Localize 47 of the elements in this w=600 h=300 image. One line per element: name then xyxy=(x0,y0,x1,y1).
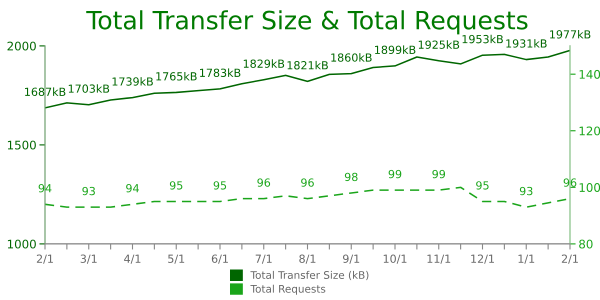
y-tick-label: 2000 xyxy=(7,42,36,51)
data-label: 93 xyxy=(82,186,95,196)
data-label: 1931kB xyxy=(506,39,547,48)
data-label: 1821kB xyxy=(288,60,328,70)
data-label: 99 xyxy=(432,170,446,178)
y-tick-label: 1500 xyxy=(8,140,36,150)
data-label: 1765kB xyxy=(156,72,197,81)
data-label: 1783kB xyxy=(200,68,240,77)
data-label: 1899kB xyxy=(375,45,416,54)
x-tick-label: 11/1 xyxy=(427,254,450,264)
x-tick-label: 2/1 xyxy=(36,254,53,264)
y2-tick-label: 100 xyxy=(580,183,600,192)
x-tick-label: 12/1 xyxy=(471,254,494,264)
x-tick-label: 6/1 xyxy=(212,254,228,264)
data-label: 1977kB xyxy=(550,30,590,39)
data-label: 1860kB xyxy=(331,53,372,62)
x-tick-label: 1/1 xyxy=(518,254,534,264)
x-tick-label: 10/1 xyxy=(384,254,406,264)
x-tick-label: 4/1 xyxy=(124,254,140,264)
data-label: 1703kB xyxy=(68,84,110,93)
data-label: 99 xyxy=(388,170,402,178)
data-label: 96 xyxy=(257,178,270,187)
data-label: 1925kB xyxy=(418,40,460,49)
chart-title: Total Transfer Size & Total Requests xyxy=(86,10,528,34)
legend-label: Total Requests xyxy=(250,284,326,295)
y2-tick-label: 80 xyxy=(579,240,593,249)
x-tick-label: 2/1 xyxy=(562,254,578,264)
x-tick-label: 8/1 xyxy=(299,254,316,264)
y2-tick-label: 120 xyxy=(580,126,600,136)
x-tick-label: 9/1 xyxy=(343,254,360,264)
y-tick-label: 1000 xyxy=(8,240,36,249)
data-label: 95 xyxy=(476,181,489,190)
data-label: 95 xyxy=(214,181,226,190)
data-label: 93 xyxy=(520,186,532,196)
data-label: 96 xyxy=(564,178,576,187)
data-label: 1953kB xyxy=(462,34,503,44)
data-label: 96 xyxy=(301,178,314,187)
data-label: 95 xyxy=(170,181,182,190)
data-label: 94 xyxy=(126,184,139,192)
data-label: 98 xyxy=(344,172,358,182)
data-label: 1829kB xyxy=(244,59,284,68)
y2-tick-label: 140 xyxy=(580,70,600,79)
x-tick-label: 5/1 xyxy=(168,254,184,264)
x-tick-label: 7/1 xyxy=(256,254,272,264)
legend-label: Total Transfer Size (kB) xyxy=(250,270,368,280)
data-label: 1739kB xyxy=(112,77,153,86)
x-tick-label: 3/1 xyxy=(80,254,97,264)
